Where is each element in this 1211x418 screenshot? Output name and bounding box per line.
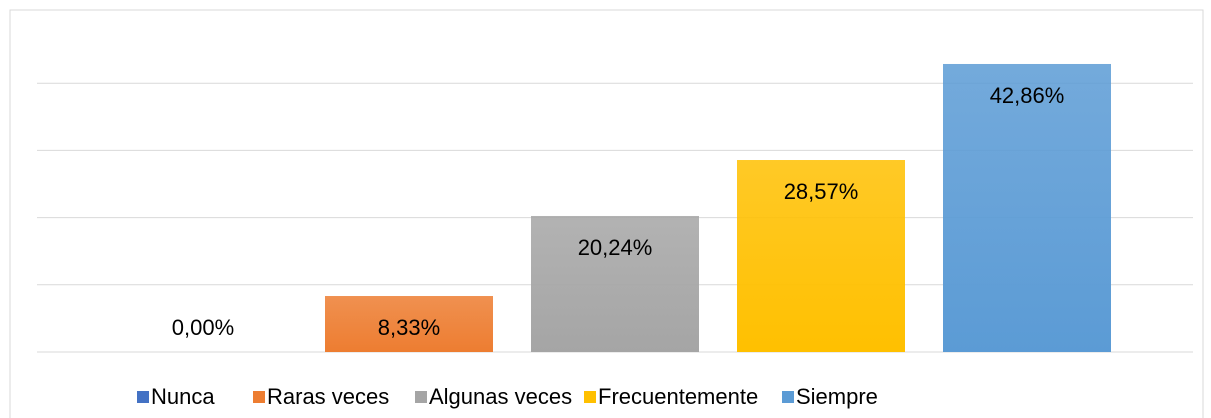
- legend-label: Siempre: [796, 384, 878, 409]
- data-label: 0,00%: [172, 315, 234, 340]
- legend-label: Nunca: [151, 384, 215, 409]
- legend-swatch: [137, 391, 149, 403]
- data-label: 28,57%: [784, 179, 859, 204]
- data-label: 20,24%: [578, 235, 653, 260]
- legend-swatch: [584, 391, 596, 403]
- bar: [531, 215, 699, 352]
- legend-swatch: [415, 391, 427, 403]
- bar: [325, 296, 493, 352]
- legend-swatch: [253, 391, 265, 403]
- data-label: 8,33%: [378, 315, 440, 340]
- data-label: 42,86%: [990, 83, 1065, 108]
- legend-label: Algunas veces: [429, 384, 572, 409]
- bar: [943, 63, 1111, 352]
- legend-label: Frecuentemente: [598, 384, 758, 409]
- bar: [737, 160, 905, 352]
- legend-swatch: [782, 391, 794, 403]
- legend-label: Raras veces: [267, 384, 389, 409]
